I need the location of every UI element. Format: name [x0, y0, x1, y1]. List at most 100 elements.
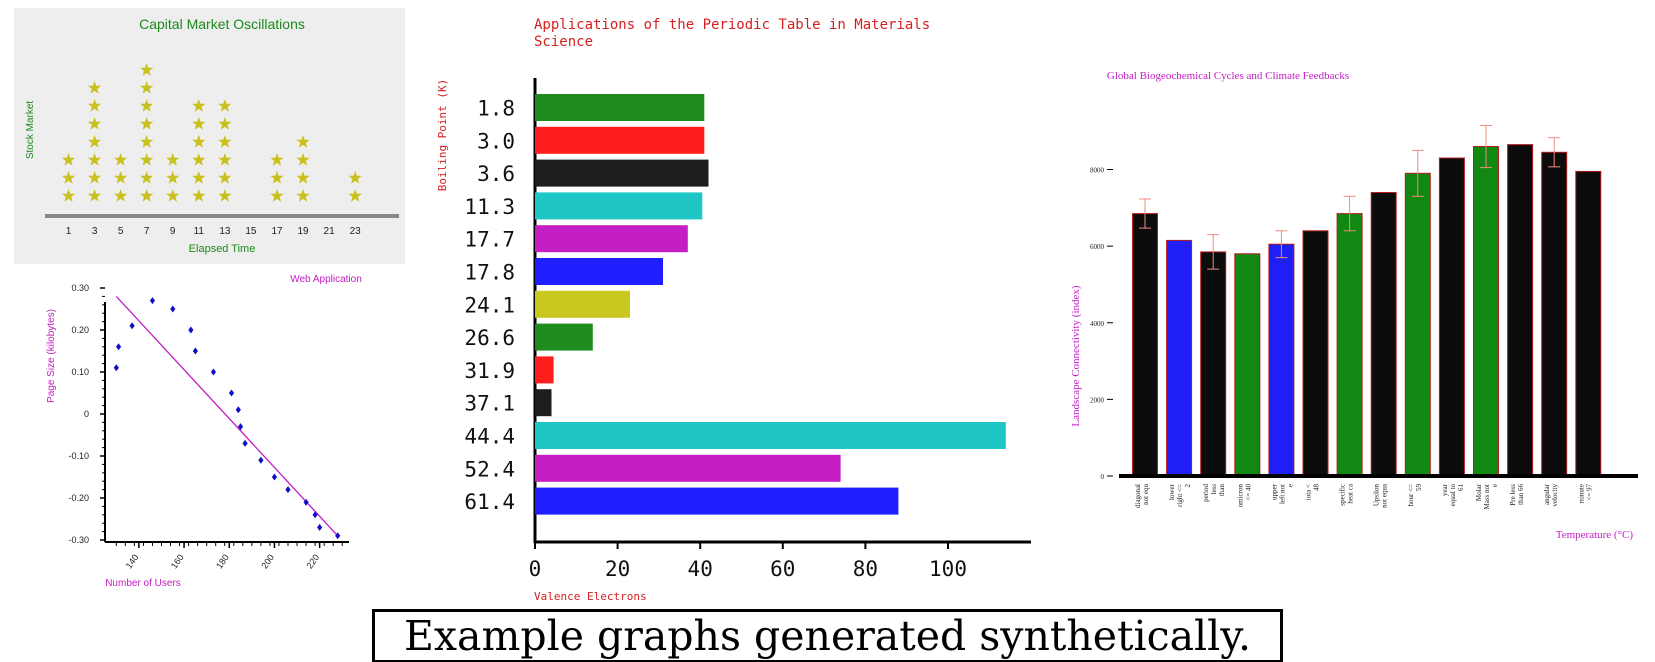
scatter-point — [271, 473, 278, 481]
vbar-x-tick-label: hour <=59 — [1407, 484, 1423, 507]
hbar-x-tick-label: 40 — [688, 557, 713, 581]
vbar-x-tick-label: Upsilonnot equa — [1373, 483, 1389, 508]
scatter-point — [303, 498, 309, 506]
vbar-x-tick-label-line: 48 — [1313, 484, 1321, 492]
hbar-y-tick-label: 24.1 — [464, 293, 515, 317]
hbar-bar — [535, 225, 688, 253]
vbar-x-tick-label-line: less — [1210, 484, 1218, 495]
hbar-title-line-1: Applications of the Periodic Table in Ma… — [534, 17, 930, 33]
pictograph-chart: Capital Market Oscillations Stock Market… — [14, 8, 405, 264]
scatter-point — [115, 343, 122, 351]
vbar-x-tick-label-line: equal to — [1449, 484, 1457, 507]
pictograph-star — [61, 153, 76, 166]
caption-text: Example graphs generated synthetically. — [403, 612, 1251, 660]
pictograph-star — [114, 171, 128, 184]
pictograph-star — [87, 117, 102, 130]
vbar-bar — [1438, 157, 1465, 477]
pictograph-star — [296, 189, 310, 202]
vbar-y-label: Landscape Connectivity (index) — [1070, 285, 1082, 426]
vbar-x-tick-label: diagonalnot equ — [1134, 484, 1150, 509]
vbar-y-tick-label: 0 — [1101, 473, 1105, 481]
hbar-x-tick-label: 0 — [529, 557, 542, 581]
hbar-bar — [535, 290, 630, 318]
hbar-y-tick-label: 1.8 — [477, 97, 515, 121]
scatter-chart: Web Application Page Size (kilobytes) Nu… — [46, 274, 362, 589]
pictograph-y-label: Stock Market — [25, 101, 36, 160]
pictograph-star — [296, 135, 310, 148]
vbar-x-tick-label-line: velocity — [1551, 484, 1559, 507]
vbar-x-tick-label: angularvelocity — [1543, 483, 1559, 506]
scatter-x-tick-label: 140 — [124, 552, 141, 570]
pictograph-star — [296, 171, 310, 184]
vbar-y-tick-label: 8000 — [1090, 167, 1105, 175]
vbar-x-tick-label-line: period — [1202, 484, 1210, 502]
vbar-x-tick-label: MolarMass note — [1475, 483, 1499, 509]
scatter-point — [237, 423, 244, 431]
hbar-bar — [535, 389, 552, 417]
pictograph-star — [192, 153, 206, 166]
hbar-bar — [535, 159, 709, 187]
hbar-x-tick-label: 80 — [853, 557, 878, 581]
pictograph-x-tick-label: 11 — [194, 226, 205, 237]
vbar-x-tick-label-line: 61 — [1457, 484, 1465, 492]
pictograph-star — [218, 117, 232, 130]
pictograph-star — [192, 135, 206, 148]
pictograph-star — [140, 171, 154, 184]
scatter-point — [210, 368, 217, 376]
pictograph-star — [166, 171, 180, 184]
scatter-y-tick-label: -0.10 — [68, 451, 89, 461]
scatter-point — [335, 532, 341, 540]
hbar-title: Applications of the Periodic Table in Ma… — [534, 17, 939, 50]
scatter-point — [258, 456, 264, 464]
pictograph-star — [270, 171, 284, 184]
pictograph-x-tick-label: 5 — [118, 226, 124, 237]
pictograph-star — [114, 153, 128, 166]
pictograph-star — [218, 153, 232, 166]
pictograph-star — [140, 63, 154, 76]
vbar-bar — [1541, 151, 1568, 477]
hbar-y-tick-label: 3.6 — [477, 162, 515, 186]
hbar-bar — [535, 454, 841, 482]
vbar-x-tick-label-line: year — [1441, 483, 1449, 496]
hbar-chart: Applications of the Periodic Table in Ma… — [436, 17, 1031, 603]
hbar-bar — [535, 323, 593, 351]
vbar-x-tick-label-line: than 66 — [1517, 484, 1525, 505]
pictograph-x-tick-label: 3 — [92, 226, 98, 237]
vbar-x-tick-label-line: left not — [1278, 484, 1286, 504]
scatter-point — [192, 347, 198, 355]
pictograph-star — [296, 153, 310, 166]
pictograph-star — [140, 153, 154, 166]
pictograph-star — [87, 171, 102, 184]
vbar-x-tick-label-line: lower — [1168, 483, 1176, 500]
scatter-point — [285, 486, 291, 494]
pictograph-star — [218, 189, 232, 202]
vbar-x-tick-label-line: right <= — [1176, 484, 1184, 507]
vbar-x-label: Temperature (°C) — [1556, 529, 1634, 541]
hbar-y-tick-label: 17.7 — [464, 228, 515, 252]
pictograph-x-tick-label: 13 — [219, 226, 231, 237]
hbar-y-tick-label: 37.1 — [464, 392, 515, 416]
pictograph-star — [61, 189, 76, 202]
vbar-x-tick-label-line: not equa — [1381, 483, 1389, 508]
hbar-bar — [535, 487, 899, 515]
scatter-y-tick-label: -0.20 — [68, 493, 89, 503]
vbar-x-tick-label: upperleft note — [1270, 483, 1294, 504]
vbar-bar — [1473, 146, 1499, 477]
pictograph-star — [192, 117, 206, 130]
hbar-bar — [535, 94, 705, 121]
pictograph-background — [14, 8, 405, 264]
vbar-x-tick-label-line: e — [1286, 484, 1294, 487]
vbar-x-tick-label: Pre lessthan 66 — [1509, 484, 1525, 506]
scatter-trend-line — [115, 295, 339, 537]
pictograph-star — [270, 153, 284, 166]
scatter-point — [242, 439, 248, 447]
vbar-x-tick-label: specificheat ca — [1339, 483, 1355, 506]
scatter-y-tick-label: 0.20 — [71, 325, 89, 335]
hbar-y-tick-label: 52.4 — [464, 457, 515, 481]
vbar-x-tick-label-line: <= 40 — [1244, 484, 1252, 501]
pictograph-star — [348, 171, 362, 184]
pictograph-x-label: Elapsed Time — [189, 243, 256, 255]
scatter-point — [129, 322, 135, 330]
vbar-bar — [1166, 239, 1193, 477]
pictograph-star — [192, 99, 206, 112]
